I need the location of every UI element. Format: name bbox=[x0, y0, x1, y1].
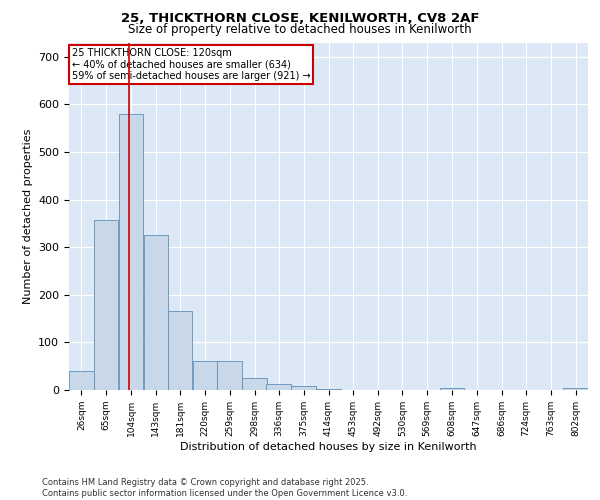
Bar bbox=[143, 236, 168, 390]
Bar bbox=[94, 220, 118, 390]
Bar bbox=[266, 384, 291, 390]
Text: 25, THICKTHORN CLOSE, KENILWORTH, CV8 2AF: 25, THICKTHORN CLOSE, KENILWORTH, CV8 2A… bbox=[121, 12, 479, 26]
Bar bbox=[193, 362, 217, 390]
Bar bbox=[119, 114, 143, 390]
Bar bbox=[242, 378, 267, 390]
Bar bbox=[440, 388, 464, 390]
X-axis label: Distribution of detached houses by size in Kenilworth: Distribution of detached houses by size … bbox=[180, 442, 477, 452]
Text: Contains HM Land Registry data © Crown copyright and database right 2025.
Contai: Contains HM Land Registry data © Crown c… bbox=[42, 478, 407, 498]
Text: Size of property relative to detached houses in Kenilworth: Size of property relative to detached ho… bbox=[128, 22, 472, 36]
Bar bbox=[168, 312, 192, 390]
Bar bbox=[563, 388, 588, 390]
Text: 25 THICKTHORN CLOSE: 120sqm
← 40% of detached houses are smaller (634)
59% of se: 25 THICKTHORN CLOSE: 120sqm ← 40% of det… bbox=[71, 48, 310, 81]
Bar bbox=[316, 389, 341, 390]
Bar bbox=[217, 362, 242, 390]
Y-axis label: Number of detached properties: Number of detached properties bbox=[23, 128, 32, 304]
Bar bbox=[69, 371, 94, 390]
Bar bbox=[291, 386, 316, 390]
